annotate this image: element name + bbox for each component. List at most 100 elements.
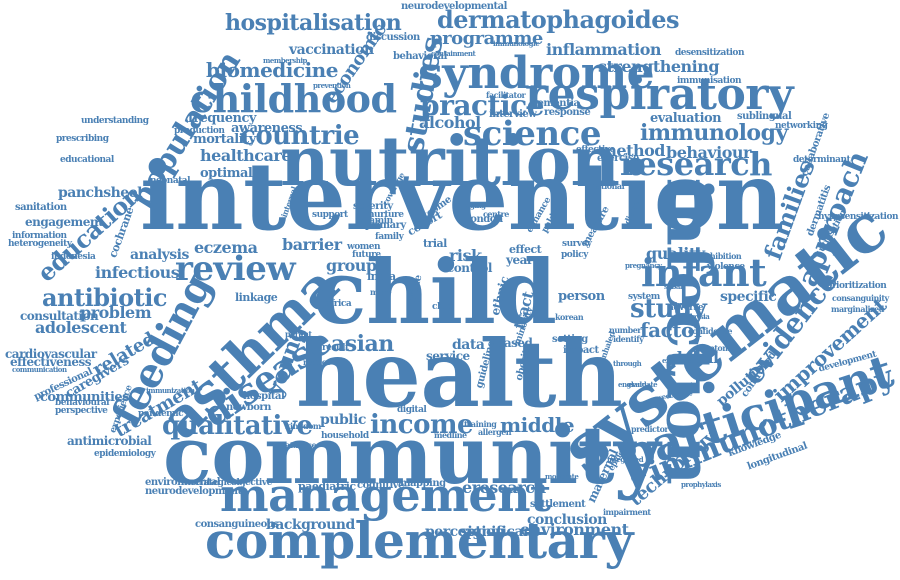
word-community: community: [163, 408, 661, 502]
word-person: person: [558, 289, 605, 304]
word-conclusion: conclusion: [527, 512, 607, 528]
word-awareness: awareness: [231, 121, 303, 136]
word-information: information: [12, 231, 67, 241]
word-exploring: exploring: [662, 356, 695, 365]
word-medline: medline: [434, 430, 467, 440]
word-family: family: [375, 232, 404, 242]
word-study: study: [630, 294, 707, 324]
word-settlement: settlement: [530, 499, 586, 510]
word-prescribing: prescribing: [56, 134, 109, 144]
word-centre: centre: [483, 209, 509, 219]
word-public: public: [320, 412, 366, 428]
word-vaccination: vaccination: [289, 42, 374, 58]
word-review: review: [175, 249, 296, 289]
word-background: background: [266, 517, 355, 533]
word-strengthening: strengthening: [598, 57, 720, 76]
word-asian: asian: [331, 331, 394, 357]
word-korean: korean: [555, 312, 584, 322]
word-violence: violence: [707, 262, 745, 272]
word-prevention: prevention: [313, 81, 351, 90]
word-complementary: complementary: [205, 511, 633, 570]
word-india: india: [367, 270, 396, 283]
word-support: support: [312, 210, 348, 220]
word-neurodevelopment: neurodevelopment: [145, 486, 242, 497]
word-immunology: immunology: [640, 120, 788, 146]
word-service: service: [426, 349, 470, 363]
word-perception: perception: [425, 524, 505, 540]
word-biomedicine: biomedicine: [206, 58, 338, 82]
word-integrated: integrated: [607, 455, 644, 464]
word-allergen: allergen: [478, 427, 512, 437]
word-perspective: perspective: [55, 406, 108, 416]
word-adolescent: adolescent: [35, 318, 127, 337]
word-antimicrobial: antimicrobial: [67, 434, 152, 448]
word-science: science: [463, 114, 601, 154]
word-objective: objective: [231, 478, 272, 488]
word-digital: digital: [397, 405, 427, 415]
word-women: women: [347, 242, 381, 252]
word-nurture: nurture: [368, 210, 404, 220]
word-newborn: newborn: [226, 402, 271, 413]
word-hospitalisation: hospitalisation: [225, 10, 402, 36]
word-mapping: mapping: [400, 478, 446, 489]
word-middle: middle: [500, 413, 575, 437]
word-training: training: [464, 419, 497, 429]
word-analysis: analysis: [130, 247, 189, 263]
word-healthcare: healthcare: [200, 146, 292, 165]
word-income: income: [370, 410, 474, 440]
word-behavioural: behavioural: [55, 398, 110, 408]
word-inflammation: inflammation: [546, 40, 662, 59]
word-impact: impact: [563, 345, 599, 356]
word-educational: educational: [60, 155, 114, 165]
word-prioritization: prioritization: [826, 281, 887, 291]
word-desensitization: desensitization: [675, 48, 744, 58]
word-symptom: symptom: [693, 343, 731, 353]
word-primary: primary: [365, 220, 406, 231]
word-england: england: [618, 380, 647, 389]
word-hospital: hospital: [243, 391, 285, 402]
word-communities: communities: [40, 390, 129, 405]
word-policy: policy: [561, 250, 588, 260]
word-problem: problem: [80, 303, 152, 322]
word-infant: infant: [641, 250, 767, 295]
word-understanding: understanding: [81, 116, 149, 126]
word-eresearch: eresearch: [462, 478, 546, 497]
word-chip: chip: [432, 302, 452, 312]
word-dermatophagoides: dermatophagoides: [437, 5, 679, 34]
word-africa: africa: [325, 299, 352, 309]
word-immunisation: immunisation: [677, 76, 742, 86]
word-determinant: determinant: [793, 155, 851, 165]
word-sanitation: sanitation: [15, 202, 67, 213]
word-hyposensitization: hyposensitization: [817, 212, 899, 222]
word-nutrition: nutrition: [280, 122, 620, 202]
word-environmental: environmental: [145, 477, 221, 488]
word-panchsheel: panchsheel: [58, 185, 142, 201]
word-factor: factor: [640, 318, 704, 342]
word-membership: membership: [263, 56, 307, 65]
word-networking: networking: [775, 121, 828, 131]
word-method: method: [600, 141, 666, 160]
word-marginalized: marginalized: [831, 304, 884, 314]
word-specific: specific: [720, 289, 777, 305]
word-pandemic: pandemic: [138, 409, 184, 419]
word-neurodevelopmental: neurodevelopmental: [401, 1, 507, 12]
word-moderate: moderate: [545, 472, 579, 481]
word-parent: parent: [285, 329, 312, 339]
word-alcohol: alcohol: [419, 113, 481, 132]
word-programme: programme: [430, 28, 543, 49]
word-childhood: childhood: [190, 76, 397, 121]
word-mortality: mortality: [193, 132, 256, 147]
word-group: group: [326, 256, 377, 275]
word-evaluate: evaluate: [628, 380, 658, 389]
word-severity: severity: [353, 201, 393, 212]
word-effective: effective: [576, 145, 615, 155]
word-management: management: [220, 468, 551, 522]
word-epidemiology: epidemiology: [94, 449, 156, 459]
word-confidence: confidence: [688, 326, 732, 336]
word-number: number: [609, 325, 642, 335]
word-result: result: [322, 343, 349, 353]
word-mental: mental: [305, 199, 334, 209]
word-data: data: [452, 337, 485, 353]
word-practice: practice: [420, 89, 544, 122]
